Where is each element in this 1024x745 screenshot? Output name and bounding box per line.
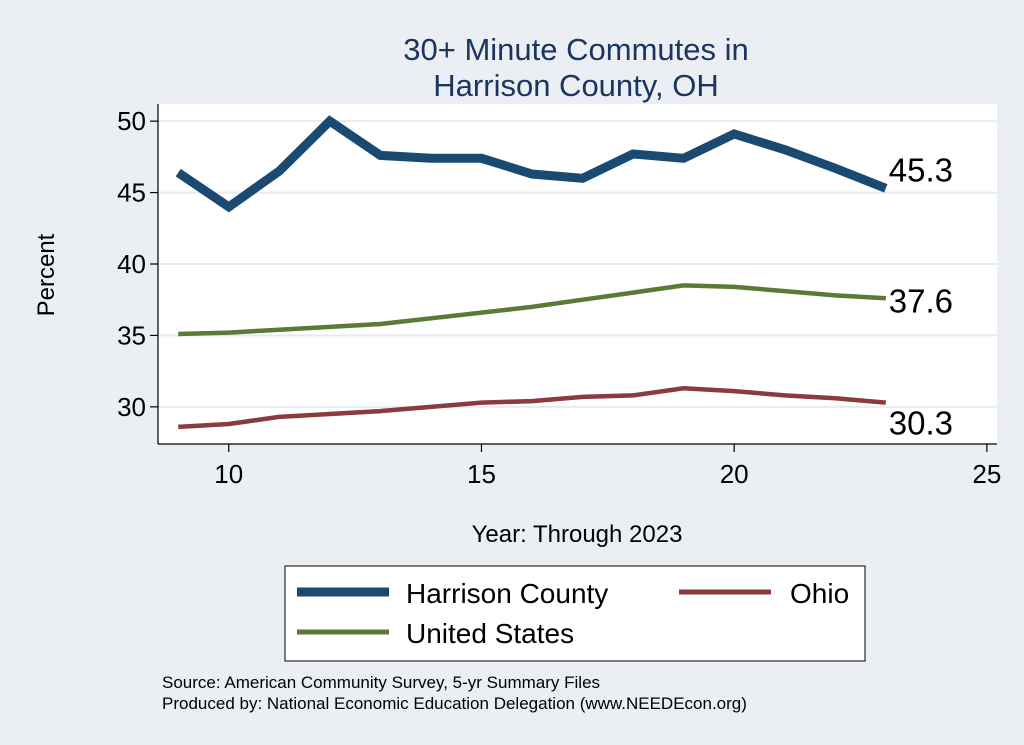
legend-label-harrison-county: Harrison County (406, 578, 608, 609)
legend-label-united-states: United States (406, 618, 574, 649)
axis-ticks: 30 35 40 45 50 10 15 20 25 (117, 106, 1001, 489)
chart-title-line-1: 30+ Minute Commutes in (403, 32, 748, 67)
end-label-ohio: 30.3 (889, 405, 953, 442)
y-axis-title: Percent (33, 233, 60, 316)
series-line-harrison-county (175, 115, 888, 213)
gridlines (158, 120, 997, 408)
series-line-united-states (178, 283, 886, 337)
x-tick-label-10: 10 (214, 459, 243, 489)
y-tick-label-35: 35 (117, 320, 146, 350)
legend-label-ohio: Ohio (790, 578, 849, 609)
y-tick-label-45: 45 (117, 178, 146, 208)
plot-area (158, 104, 997, 444)
y-tick-label-50: 50 (117, 106, 146, 136)
producer-note: Produced by: National Economic Education… (162, 694, 747, 713)
y-tick-label-30: 30 (117, 392, 146, 422)
legend: Harrison County Ohio United States (284, 565, 866, 662)
chart-title-line-2: Harrison County, OH (433, 68, 718, 103)
legend-box (284, 565, 866, 662)
series-lines (175, 115, 888, 430)
series-line-ohio (178, 386, 886, 430)
x-tick-label-25: 25 (972, 459, 1001, 489)
end-label-united-states: 37.6 (889, 282, 953, 319)
end-labels: 45.3 37.6 30.3 (889, 151, 953, 441)
x-tick-label-20: 20 (720, 459, 749, 489)
y-tick-label-40: 40 (117, 249, 146, 279)
end-label-harrison-county: 45.3 (889, 151, 953, 188)
x-tick-label-15: 15 (467, 459, 496, 489)
x-axis-title: Year: Through 2023 (472, 521, 683, 548)
source-note: Source: American Community Survey, 5-yr … (162, 673, 600, 692)
